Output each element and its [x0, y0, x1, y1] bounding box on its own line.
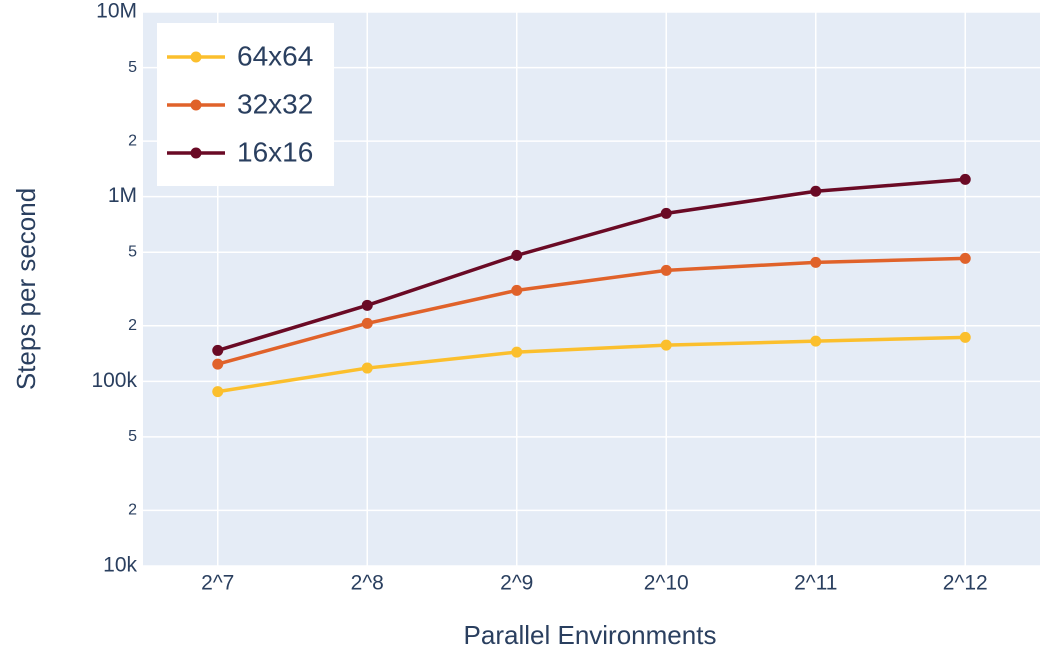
data-point: [511, 249, 523, 261]
data-point: [361, 317, 373, 329]
x-tick-label: 2^12: [943, 572, 988, 595]
y-tick-label: 2: [128, 317, 137, 334]
data-point: [361, 362, 373, 374]
data-point: [660, 264, 672, 276]
data-point: [810, 335, 822, 347]
y-tick-label: 5: [128, 428, 137, 445]
legend-swatch-dot: [190, 51, 202, 63]
y-tick-label: 5: [128, 243, 137, 260]
y-tick-label: 1M: [108, 184, 137, 207]
legend-label: 32x32: [237, 88, 313, 119]
x-tick-label: 2^11: [794, 572, 837, 595]
y-tick-label: 10M: [96, 0, 137, 23]
data-point: [810, 185, 822, 197]
legend-swatch-dot: [190, 99, 202, 111]
legend-label: 16x16: [237, 136, 313, 167]
series-line: [217, 256, 966, 366]
data-point: [959, 173, 971, 185]
legend-label: 64x64: [237, 40, 313, 71]
data-point: [212, 344, 224, 356]
data-point: [959, 252, 971, 264]
series-line: [217, 335, 966, 394]
data-point: [511, 346, 523, 358]
x-tick-label: 2^9: [500, 572, 533, 595]
y-tick-label: 5: [128, 59, 137, 76]
x-tick-label: 2^8: [351, 572, 384, 595]
y-axis-title: Steps per second: [11, 188, 41, 390]
data-point: [959, 331, 971, 343]
data-point: [660, 207, 672, 219]
x-tick-label: 2^7: [201, 572, 234, 595]
data-point: [361, 299, 373, 311]
y-tick-label: 2: [128, 132, 137, 149]
data-point: [511, 284, 523, 296]
series-line: [217, 177, 966, 353]
data-point: [660, 339, 672, 351]
legend: 64x64 32x32 16x16: [157, 23, 334, 186]
data-point: [810, 256, 822, 268]
x-axis-title: Parallel Environments: [464, 620, 717, 650]
data-point: [212, 386, 224, 398]
y-tick-label: 2: [128, 502, 137, 519]
y-tick-label: 100k: [91, 369, 137, 392]
legend-swatch-dot: [190, 147, 202, 159]
data-point: [212, 358, 224, 370]
x-tick-label: 2^10: [644, 572, 689, 595]
y-tick-label: 10k: [103, 554, 137, 577]
